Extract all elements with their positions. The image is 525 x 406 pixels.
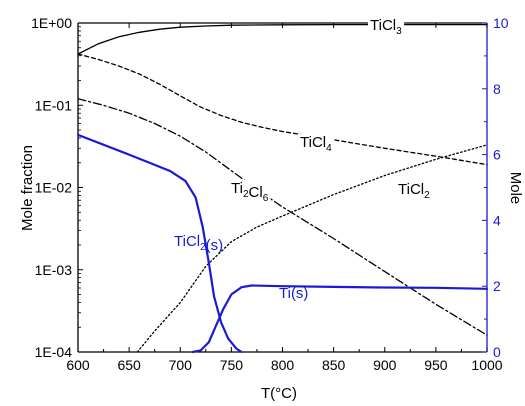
series-label-ticl2: TiCl2 [398, 181, 430, 201]
y-right-tick-label: 8 [493, 81, 501, 97]
y-axis-right-title: Mole [507, 172, 524, 205]
y-left-tick-label: 1E+00 [31, 15, 72, 31]
series-label-ticl3: TiCl3 [370, 17, 402, 37]
y-left-tick-label: 1E-01 [35, 97, 73, 113]
x-tick-label: 600 [66, 357, 90, 373]
axes-layer: 600 650 700 750 800 850 900 950 1000 1E+00 1E-01 1E… [31, 15, 509, 373]
y-right-tick-label: 10 [493, 15, 509, 31]
y-right-tick-label: 6 [493, 147, 501, 163]
y-right-tick-label: 0 [493, 344, 501, 360]
series-label-background [229, 180, 271, 204]
series-line-ti-s- [191, 284, 489, 354]
series-line-ticl2-s- [76, 133, 243, 354]
x-axis-title: T(°C) [261, 385, 297, 402]
series-label-ticl4: TiCl4 [300, 134, 332, 154]
series-line-ticl3 [77, 23, 488, 55]
y-axis-left-title: Mole fraction [19, 145, 36, 231]
y-right-tick-label: 2 [493, 278, 501, 294]
y-right-tick-label: 4 [493, 212, 501, 228]
y-left-tick-label: 1E-04 [35, 344, 73, 360]
series-label-background [368, 17, 405, 37]
series-label-background [396, 181, 433, 201]
x-tick-label: 650 [117, 357, 141, 373]
x-tick-label: 1000 [471, 357, 502, 373]
x-tick-label: 950 [424, 357, 448, 373]
x-tick-label: 850 [322, 357, 346, 373]
x-tick-label: 750 [220, 357, 244, 373]
x-tick-label: 700 [169, 357, 193, 373]
y-left-tick-label: 1E-03 [35, 262, 73, 278]
series-label-ti2cl6: Ti2Cl6 [231, 180, 269, 204]
series-line-ti2cl6 [77, 98, 488, 336]
series-label-background [298, 134, 335, 154]
series-layer [76, 23, 489, 354]
x-tick-label: 900 [373, 357, 397, 373]
x-tick-label: 800 [271, 357, 295, 373]
series-labels-layer: TiCl3 TiCl4 Ti2Cl6 TiCl2 TiCl2(s) Ti(s) [174, 17, 433, 302]
y-left-tick-label: 1E-02 [35, 180, 73, 196]
series-label-ticl2-s-: TiCl2(s) [174, 233, 223, 254]
series-label-ti-s-: Ti(s) [279, 285, 308, 302]
series-line-ticl4 [77, 53, 488, 166]
series-line-ticl2 [136, 144, 488, 353]
